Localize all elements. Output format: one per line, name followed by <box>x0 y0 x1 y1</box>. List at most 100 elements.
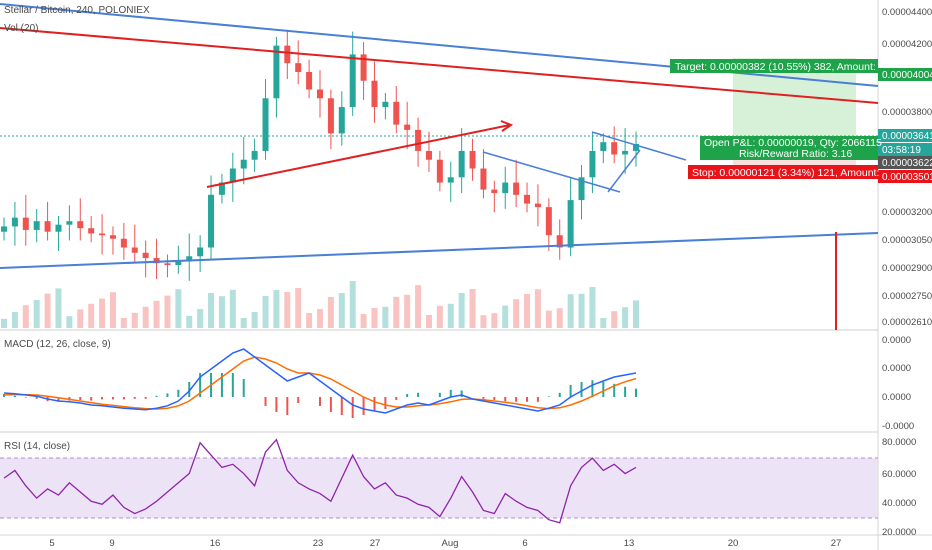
volume-bar <box>197 309 204 328</box>
time-tick-label: 6 <box>522 538 527 549</box>
price-tag-label: 0.00004004 <box>882 70 932 81</box>
candle-body <box>273 45 280 99</box>
candle-body <box>262 98 269 151</box>
rsi-pane <box>3 438 637 524</box>
volume-bar <box>164 295 171 328</box>
volume-bar <box>22 305 29 328</box>
candle-body <box>251 150 258 160</box>
candle-body <box>1 226 7 232</box>
stop-label-box <box>688 165 878 179</box>
volume-bar <box>415 285 422 328</box>
volume-bar <box>66 316 73 328</box>
pnl-label-box <box>700 136 878 160</box>
candle-body <box>229 168 236 183</box>
volume-bar <box>218 296 225 328</box>
price-tag <box>878 143 932 156</box>
candle-body <box>11 217 18 227</box>
price-tag <box>878 170 932 183</box>
candle-body <box>371 80 378 108</box>
time-tick-label: 16 <box>210 538 221 549</box>
candle-body <box>502 182 509 194</box>
volume-bar <box>88 303 95 328</box>
volume-bar <box>447 303 454 328</box>
candle-body <box>622 150 629 155</box>
candle-body <box>120 238 127 248</box>
red-arrow-line[interactable] <box>206 124 511 188</box>
price-axis[interactable]: 0.000044000.000042000.000038000.00003350… <box>878 7 932 538</box>
volume-bar <box>142 306 149 328</box>
volume-bar <box>77 309 84 328</box>
volume-bar <box>393 296 400 328</box>
candle-body <box>208 194 215 248</box>
candle-body <box>77 221 84 229</box>
volume-bar <box>229 289 236 328</box>
price-tag-label: 0.00003622 <box>882 158 932 169</box>
stop-label: Stop: 0.00000121 (3.34%) 121, Amount: <box>692 167 879 179</box>
candle-body <box>284 45 291 64</box>
volume-bar <box>327 297 334 328</box>
candle-body <box>22 217 29 230</box>
volume-bar <box>556 308 563 328</box>
rsi-line <box>3 438 637 524</box>
rsi-tick-label: 40.0000 <box>882 498 916 509</box>
time-tick-label: 23 <box>313 538 324 549</box>
candle-body <box>513 182 520 195</box>
candle-body <box>556 235 563 248</box>
wedge-line-3[interactable] <box>607 149 641 193</box>
volume-bar <box>545 310 552 328</box>
volume-bar <box>360 314 367 328</box>
macd-tick-label: 0.0000 <box>882 363 911 374</box>
candle-body <box>469 150 476 169</box>
volume-bar <box>567 294 574 328</box>
price-tick-label: 0.00003200 <box>882 207 932 218</box>
volume-bar <box>534 289 541 328</box>
time-tick-label: Aug <box>442 538 459 549</box>
macd-line <box>3 348 637 414</box>
volume-bar <box>153 300 160 328</box>
price-tick-label: 0.00004200 <box>882 39 932 50</box>
volume-bar <box>480 315 487 328</box>
candle-body <box>393 101 400 125</box>
candle-body <box>404 124 411 130</box>
candle-body <box>534 203 541 208</box>
volume-bar <box>349 281 356 328</box>
price-tick-label: 0.00002900 <box>882 263 932 274</box>
volume-bar <box>99 298 106 328</box>
candle-body <box>360 54 367 81</box>
candle-body <box>142 252 149 259</box>
wedge-line-1[interactable] <box>482 151 621 193</box>
candle-body <box>153 258 160 264</box>
volume-bar <box>284 292 291 328</box>
candle-body <box>131 247 138 253</box>
candle-body <box>349 54 356 108</box>
candle-body <box>99 233 106 236</box>
volume-bar <box>371 308 378 328</box>
candle-body <box>44 221 51 232</box>
volume-bar <box>33 300 40 328</box>
candle-body <box>436 159 443 183</box>
volume-label: Vol (20) <box>4 23 38 34</box>
rsi-tick-label: 60.0000 <box>882 469 916 480</box>
candle-body <box>633 143 639 151</box>
candle-body <box>317 89 323 99</box>
candle-body <box>88 228 95 234</box>
candle-body <box>578 177 585 201</box>
volume-bar <box>251 312 258 328</box>
time-axis[interactable]: 5 9 16 23 27 Aug 6 13 20 27 <box>49 538 841 549</box>
volume-bar <box>306 313 313 328</box>
volume-bar <box>175 289 182 328</box>
price-tag-label: 0.00003501 <box>882 172 932 183</box>
candle-body <box>589 150 596 178</box>
candle-body <box>109 235 116 239</box>
lower-blue-trendline[interactable] <box>0 232 879 269</box>
volume-bar <box>502 305 509 328</box>
rsi-title: RSI (14, close) <box>4 441 70 452</box>
volume-bar <box>382 306 389 328</box>
price-tick-label: 0.00003800 <box>882 107 932 118</box>
upper-red-trendline[interactable] <box>0 27 879 104</box>
price-tag-label: 03:58:19 <box>882 145 921 156</box>
candle-body <box>567 200 574 248</box>
wedge-line-2[interactable] <box>591 131 687 161</box>
candle-body <box>382 101 389 108</box>
